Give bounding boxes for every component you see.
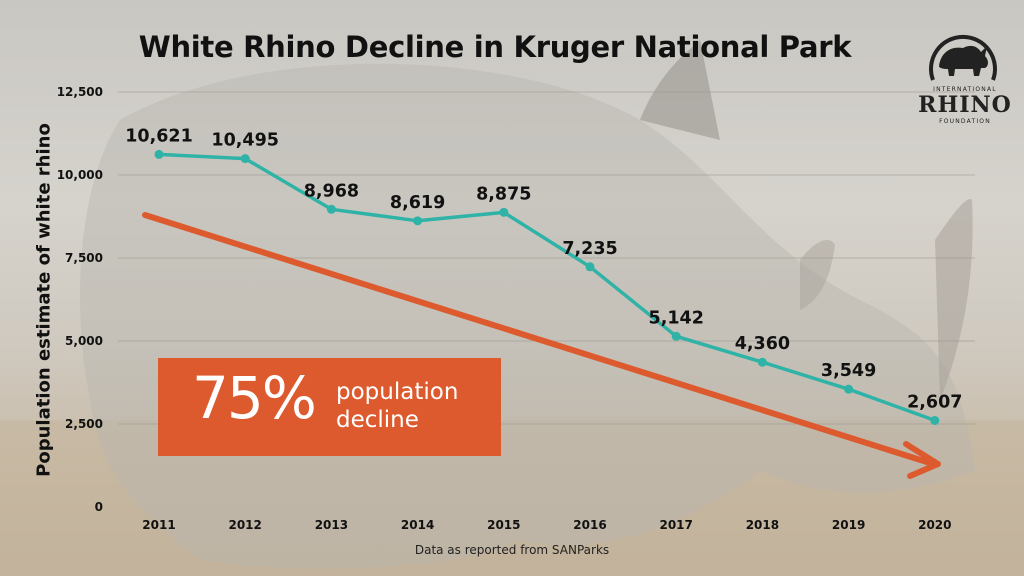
series-line — [158, 152, 936, 423]
x-tick-label: 2018 — [746, 518, 779, 532]
trend-arrow-head — [903, 441, 941, 479]
data-point — [757, 357, 767, 367]
y-tick-label: 10,000 — [57, 168, 103, 182]
data-label: 5,142 — [649, 308, 704, 328]
x-tick-label: 2013 — [315, 518, 348, 532]
data-label: 10,621 — [125, 126, 193, 146]
data-label: 2,607 — [907, 392, 962, 412]
decline-caption-line1: population — [336, 379, 459, 405]
decline-percent: 75% — [192, 364, 317, 432]
rhino-silhouette-icon — [929, 34, 997, 81]
data-labels: 10,621 10,495 8,968 8,619 8,875 7,235 5,142 4,3… — [125, 126, 962, 412]
logo-top-text: INTERNATIONAL — [933, 86, 997, 93]
chart-title: White Rhino Decline in Kruger National P… — [138, 30, 852, 64]
data-point — [585, 262, 595, 272]
series-line-path — [158, 152, 936, 423]
x-tick-label: 2014 — [401, 518, 434, 532]
x-tick-label: 2020 — [918, 518, 951, 532]
decline-callout: 75% population decline — [158, 358, 501, 456]
trend-arrow-shaft — [142, 212, 933, 466]
x-tick-label: 2015 — [487, 518, 520, 532]
data-label: 8,875 — [476, 184, 531, 204]
data-point — [413, 216, 423, 226]
data-point — [326, 204, 336, 214]
data-point — [844, 384, 854, 394]
y-tick-label: 2,500 — [65, 417, 103, 431]
x-tick-label: 2012 — [228, 518, 261, 532]
y-tick-label: 7,500 — [65, 251, 103, 265]
data-label: 10,495 — [211, 131, 279, 151]
logo-bottom-text: FOUNDATION — [939, 118, 991, 125]
x-tick-label: 2019 — [832, 518, 865, 532]
trend-arrow — [142, 212, 941, 479]
decline-caption-line2: decline — [336, 407, 419, 433]
decline-caption: population decline — [336, 378, 458, 434]
x-tick-labels: 2011 2012 2013 2014 2015 2016 2017 2018 2019 2020 — [142, 518, 951, 532]
data-point — [240, 154, 250, 164]
y-tick-labels: 0 2,500 5,000 7,500 10,000 12,500 — [57, 85, 103, 514]
logo-main-text: RHINO — [918, 92, 1012, 118]
international-rhino-foundation-logo: INTERNATIONAL RHINO FOUNDATION — [915, 20, 1015, 125]
data-point — [671, 331, 681, 341]
data-point — [930, 415, 940, 425]
y-tick-label: 12,500 — [57, 85, 103, 99]
y-tick-label: 5,000 — [65, 334, 103, 348]
x-tick-label: 2016 — [573, 518, 606, 532]
data-point — [499, 207, 509, 217]
source-note: Data as reported from SANParks — [414, 543, 610, 557]
data-label: 3,549 — [821, 361, 876, 381]
data-label: 8,619 — [390, 193, 445, 213]
x-tick-label: 2011 — [142, 518, 175, 532]
data-label: 7,235 — [562, 239, 617, 259]
data-label: 8,968 — [304, 181, 359, 201]
x-tick-label: 2017 — [659, 518, 692, 532]
data-point — [154, 149, 164, 159]
y-tick-label: 0 — [95, 500, 103, 514]
data-points — [154, 149, 940, 425]
data-label: 4,360 — [735, 334, 790, 354]
